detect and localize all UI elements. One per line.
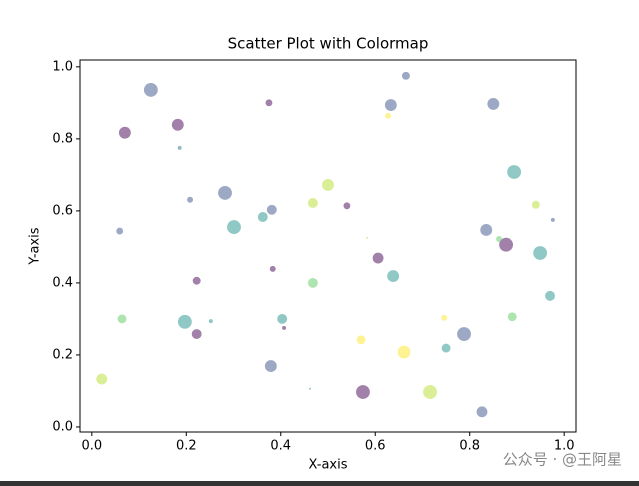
- point: [385, 112, 391, 119]
- y-axis-label: Y-axis: [28, 227, 43, 265]
- point: [117, 314, 127, 324]
- point: [545, 290, 555, 301]
- point: [208, 319, 213, 324]
- point: [441, 314, 448, 321]
- point: [387, 270, 400, 283]
- point: [356, 335, 366, 345]
- point: [218, 185, 232, 200]
- point: [457, 327, 471, 341]
- point: [171, 118, 184, 131]
- point: [266, 204, 277, 215]
- point: [507, 165, 522, 179]
- watermark: 公众号 · @王阿星: [503, 451, 622, 469]
- plot-frame: [79, 59, 577, 433]
- point: [480, 224, 493, 236]
- point: [487, 97, 500, 110]
- point: [401, 71, 410, 80]
- y-tick-label: 0.2: [52, 347, 73, 362]
- bottom-bar: [0, 481, 639, 486]
- point: [277, 313, 288, 324]
- point: [282, 325, 287, 330]
- point: [265, 99, 273, 107]
- x-tick-label: 1.0: [554, 439, 575, 454]
- point: [384, 99, 397, 111]
- point: [533, 246, 548, 260]
- point: [531, 200, 540, 209]
- point: [397, 345, 411, 359]
- point: [322, 179, 334, 191]
- point: [423, 385, 437, 399]
- point: [187, 196, 194, 203]
- y-tick-label: 0.6: [52, 203, 73, 218]
- point: [499, 237, 514, 252]
- point: [307, 198, 318, 208]
- point: [343, 202, 351, 210]
- x-tick-label: 0.2: [176, 439, 197, 454]
- point: [356, 385, 370, 399]
- point: [307, 277, 318, 288]
- point: [116, 227, 124, 235]
- x-tick-label: 0.0: [81, 439, 102, 454]
- point: [366, 236, 369, 239]
- point: [227, 220, 241, 235]
- point: [441, 343, 451, 353]
- point: [550, 217, 555, 222]
- point: [507, 312, 517, 322]
- x-tick-label: 0.8: [459, 439, 480, 454]
- point: [191, 329, 202, 339]
- y-tick-label: 0.8: [52, 131, 73, 146]
- y-tick-label: 0.4: [52, 275, 73, 290]
- point: [372, 252, 384, 264]
- point: [96, 373, 108, 385]
- y-tick-label: 0.0: [52, 419, 73, 434]
- x-tick-label: 0.4: [270, 439, 291, 454]
- point: [192, 276, 201, 285]
- point: [177, 314, 192, 329]
- point: [257, 212, 268, 222]
- x-tick-label: 0.6: [365, 439, 386, 454]
- point: [118, 126, 131, 139]
- point: [496, 236, 502, 242]
- chart-title: Scatter Plot with Colormap: [228, 35, 429, 53]
- point: [269, 265, 276, 272]
- point: [476, 406, 488, 418]
- point: [309, 387, 312, 390]
- point: [177, 145, 182, 150]
- point: [143, 82, 158, 97]
- x-axis-label: X-axis: [309, 458, 348, 473]
- y-tick-label: 1.0: [52, 59, 73, 74]
- point: [264, 360, 277, 373]
